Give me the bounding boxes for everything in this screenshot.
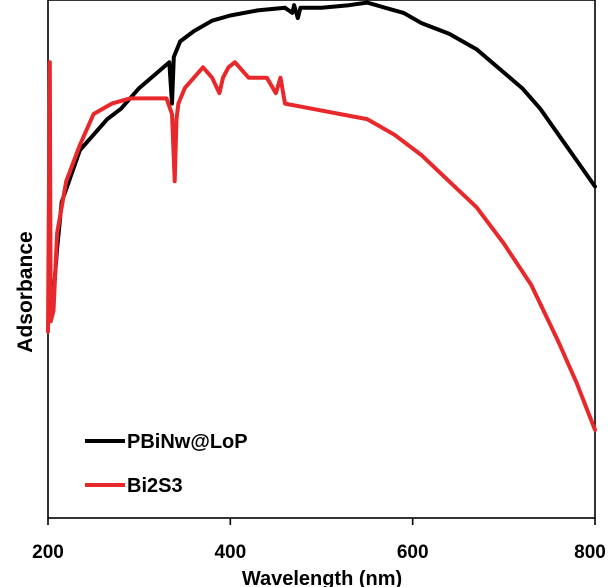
x-tick-label: 800 (574, 542, 606, 563)
legend: PBiNw@LoP Bi2S3 (85, 431, 248, 497)
x-axis-label: Wavelength (nm) (242, 568, 402, 587)
series-line-1 (46, 60, 597, 432)
x-axis-ticks: 200 400 600 800 (32, 518, 606, 563)
y-axis-label: Adsorbance (14, 231, 37, 352)
x-tick-label: 200 (32, 542, 64, 563)
legend-label-0: PBiNw@LoP (127, 431, 248, 453)
legend-label-1: Bi2S3 (127, 475, 183, 497)
series-line-0 (48, 0, 597, 324)
x-tick-label: 600 (397, 542, 429, 563)
x-tick-label: 400 (214, 542, 246, 563)
series-layer (46, 0, 597, 432)
